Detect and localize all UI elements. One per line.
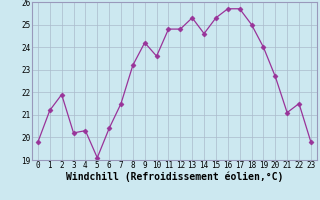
X-axis label: Windchill (Refroidissement éolien,°C): Windchill (Refroidissement éolien,°C)	[66, 172, 283, 182]
